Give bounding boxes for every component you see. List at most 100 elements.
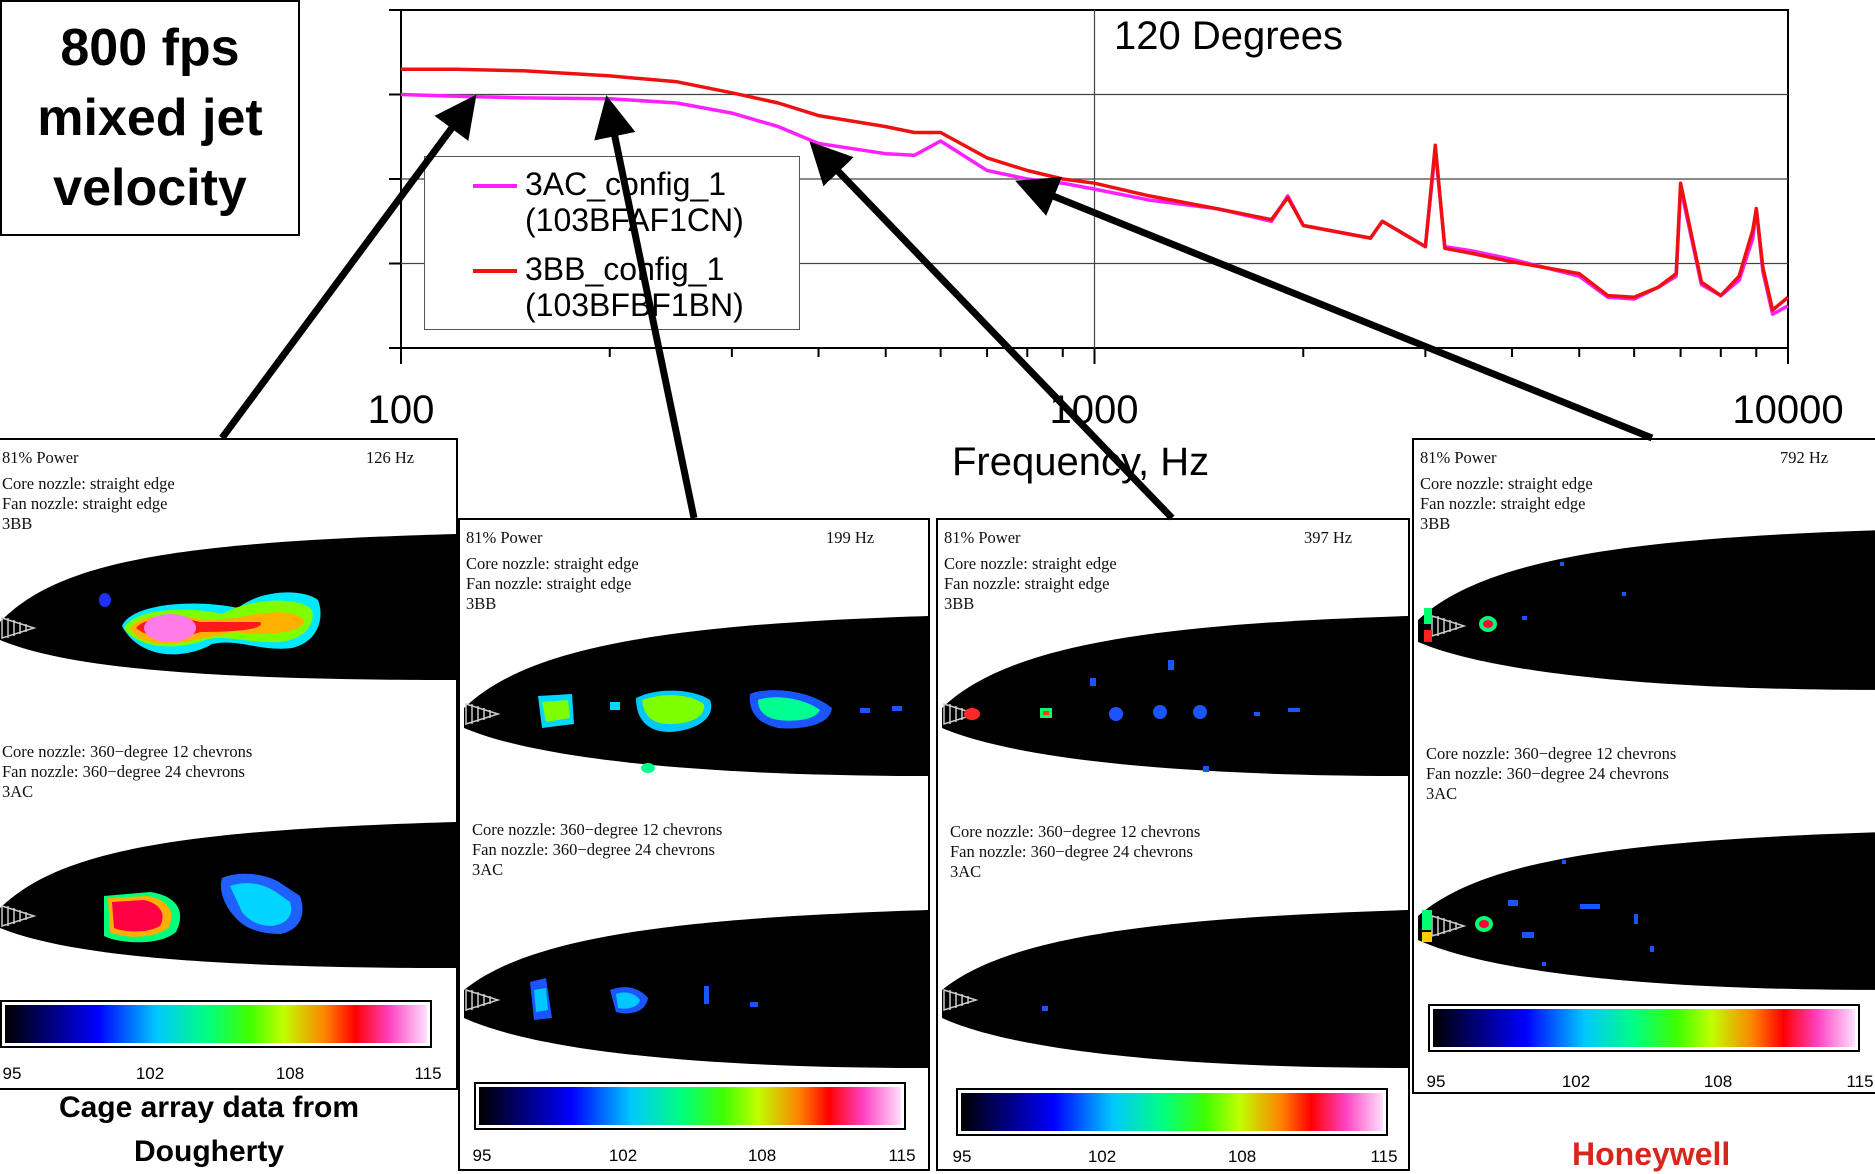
scale-tick: 115	[414, 1064, 442, 1083]
color-scale-ticks: 95 102 108 115	[1414, 1072, 1875, 1092]
panel-frequency: 792 Hz	[1780, 448, 1829, 467]
x-axis-label: Frequency, Hz	[952, 440, 1210, 484]
scale-tick: 115	[1370, 1147, 1398, 1166]
scale-tick: 102	[608, 1146, 638, 1165]
panel-ac-line2: Fan nozzle: 360−degree 24 chevrons	[472, 840, 715, 859]
panel-ac-line3: 3AC	[2, 782, 34, 801]
panel-ac-line1: Core nozzle: 360−degree 12 chevrons	[2, 742, 253, 761]
beamform-panel-199: 81% Power 199 Hz Core nozzle: straight e…	[458, 518, 930, 1171]
panel-bb-line3: 3BB	[1420, 514, 1451, 533]
nozzle-icon	[943, 702, 979, 726]
panel-bb-line2: Fan nozzle: straight edge	[1420, 494, 1586, 513]
noise-sources	[99, 592, 321, 655]
scale-tick: 108	[1227, 1147, 1257, 1166]
beamform-map-3bb	[464, 616, 928, 776]
nozzle-icon	[465, 988, 501, 1012]
scale-tick: 95	[952, 1147, 972, 1166]
nozzle-icon	[465, 702, 501, 726]
panel-bb-line3: 3BB	[944, 594, 975, 613]
x-tick-label: 1000	[1049, 388, 1139, 432]
noise-sources	[104, 873, 303, 943]
noise-sources	[1424, 562, 1626, 642]
panel-frequency: 199 Hz	[826, 528, 875, 547]
beamform-map-3bb	[942, 616, 1408, 776]
beamform-map-3ac	[464, 910, 928, 1068]
beamform-panel-126: 81% Power 126 Hz Core nozzle: straight e…	[0, 438, 458, 1090]
panel-bb-line2: Fan nozzle: straight edge	[944, 574, 1110, 593]
panel-bb-line1: Core nozzle: straight edge	[2, 474, 175, 493]
scale-tick: 102	[135, 1064, 165, 1083]
velocity-line-3: velocity	[53, 159, 247, 217]
panel-power: 81% Power	[2, 448, 79, 467]
color-scale-bar	[474, 1082, 906, 1130]
chart-legend: 3AC_config_1 (103BFAF1CN) 3BB_config_1 (…	[424, 156, 800, 330]
panel-ac-line1: Core nozzle: 360−degree 12 chevrons	[950, 822, 1201, 841]
panel-bb-line3: 3BB	[2, 514, 33, 533]
legend-swatch-3bb	[473, 269, 517, 273]
beamform-panel-792: 81% Power 792 Hz Core nozzle: straight e…	[1412, 438, 1875, 1094]
beamform-map-3ac	[1418, 832, 1875, 990]
panel-ac-line2: Fan nozzle: 360−degree 24 chevrons	[2, 762, 245, 781]
honeywell-logo: Honeywell	[1572, 1136, 1731, 1172]
panel-ac-line3: 3AC	[1426, 784, 1458, 803]
legend-label-3ac-line2: (103BFAF1CN)	[525, 202, 744, 238]
x-tick-label: 100	[367, 388, 435, 432]
panel-bb-line3: 3BB	[466, 594, 497, 613]
x-tick-label: 10000	[1732, 388, 1844, 432]
panel-power: 81% Power	[1420, 448, 1497, 467]
scale-tick: 115	[888, 1146, 916, 1165]
velocity-line-1: 800 fps	[60, 19, 240, 77]
noise-sources	[1042, 1006, 1048, 1011]
beamform-map-3ac	[942, 910, 1408, 1068]
beamform-map-3bb	[1418, 530, 1875, 690]
panel-bb-line2: Fan nozzle: straight edge	[2, 494, 168, 513]
nozzle-icon	[1, 904, 37, 928]
panel-bb-line1: Core nozzle: straight edge	[1420, 474, 1593, 493]
legend-label-3bb-line2: (103BFBF1BN)	[525, 287, 744, 323]
noise-sources	[538, 690, 902, 773]
noise-sources	[530, 978, 758, 1020]
panel-power: 81% Power	[944, 528, 1021, 547]
panel-ac-line2: Fan nozzle: 360−degree 24 chevrons	[950, 842, 1193, 861]
color-scale-bar	[1428, 1004, 1860, 1052]
legend-label-3ac-line1: 3AC_config_1	[525, 166, 727, 202]
caption-line-2: Dougherty	[134, 1135, 284, 1168]
beamform-map-3bb	[0, 534, 456, 680]
legend-swatch-3ac	[473, 184, 517, 188]
legend-label-3bb-line1: 3BB_config_1	[525, 251, 725, 287]
panel-power: 81% Power	[466, 528, 543, 547]
color-scale-ticks: 95 102 108 115	[938, 1147, 1408, 1169]
nozzle-icon	[1431, 914, 1467, 938]
panel-ac-line1: Core nozzle: 360−degree 12 chevrons	[1426, 744, 1677, 763]
nozzle-icon	[943, 988, 979, 1012]
panel-frequency: 126 Hz	[366, 448, 415, 467]
panel-ac-line1: Core nozzle: 360−degree 12 chevrons	[472, 820, 723, 839]
color-scale-bar	[0, 1000, 432, 1048]
panel-ac-line3: 3AC	[472, 860, 504, 879]
nozzle-icon	[1, 616, 37, 640]
scale-tick: 108	[1703, 1072, 1733, 1091]
panel-bb-line1: Core nozzle: straight edge	[466, 554, 639, 573]
scale-tick: 102	[1087, 1147, 1117, 1166]
beamform-map-3ac	[0, 822, 456, 968]
scale-tick: 95	[1426, 1072, 1446, 1091]
panel-bb-line2: Fan nozzle: straight edge	[466, 574, 632, 593]
scale-tick: 115	[1846, 1072, 1874, 1091]
panel-ac-line2: Fan nozzle: 360−degree 24 chevrons	[1426, 764, 1669, 783]
noise-sources	[1422, 860, 1654, 966]
color-scale-bar	[956, 1088, 1388, 1136]
color-scale-ticks: 95 102 108 115	[460, 1146, 928, 1169]
scale-tick: 108	[747, 1146, 777, 1165]
caption-line-1: Cage array data from	[58, 1091, 360, 1124]
nozzle-icon	[1431, 614, 1467, 638]
noise-sources	[964, 660, 1300, 772]
scale-tick: 95	[472, 1146, 492, 1165]
scale-tick: 108	[275, 1064, 305, 1083]
data-source-caption: Cage array data from Dougherty	[0, 1086, 418, 1174]
panel-ac-line3: 3AC	[950, 862, 982, 881]
beamform-panel-397: 81% Power 397 Hz Core nozzle: straight e…	[936, 518, 1410, 1171]
panel-frequency: 397 Hz	[1304, 528, 1353, 547]
chart-title: 120 Degrees	[1114, 14, 1344, 58]
scale-tick: 102	[1561, 1072, 1591, 1091]
panel-bb-line1: Core nozzle: straight edge	[944, 554, 1117, 573]
